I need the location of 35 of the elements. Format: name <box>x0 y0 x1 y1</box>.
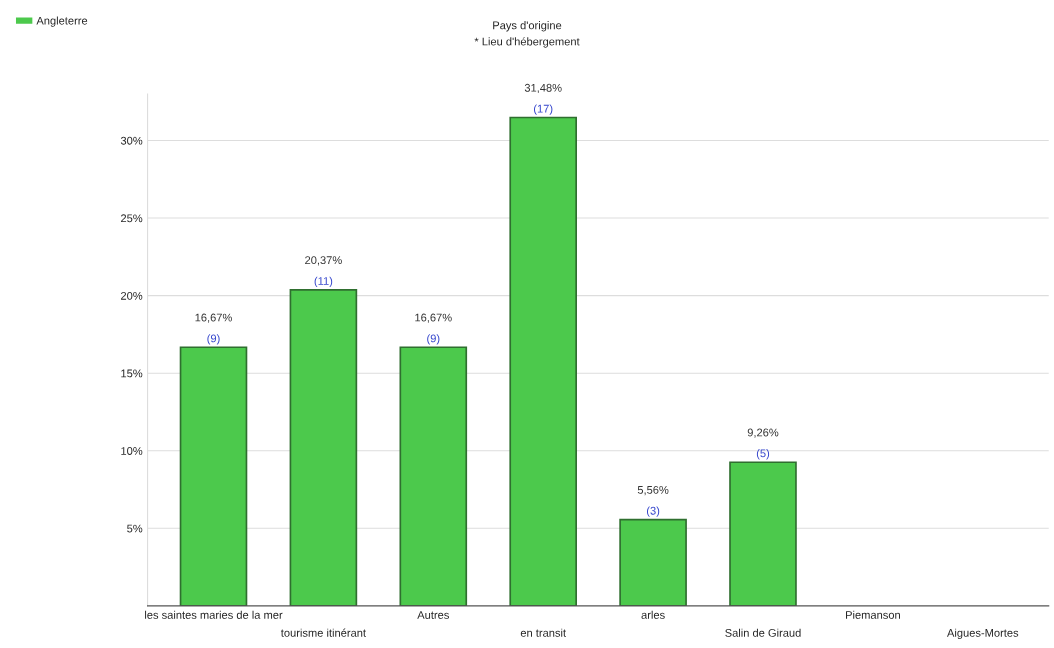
x-tick-label: en transit <box>520 628 566 637</box>
bar <box>619 518 687 606</box>
data-label: 16,67% <box>415 313 452 323</box>
annotation: (17) <box>534 104 553 115</box>
chart-subtitle: * Lieu d'hébergement <box>474 37 580 48</box>
x-tick-label: tourisme itinérant <box>280 628 366 637</box>
x-tick-label: les saintes maries de la mer <box>145 610 283 619</box>
y-tick-label: 5% <box>127 524 143 533</box>
annotation: (11) <box>314 276 333 288</box>
x-tick-label: Autres <box>417 611 449 619</box>
y-tick-label: 20% <box>121 291 143 300</box>
x-tick-label: Salin de Giraud <box>725 628 801 637</box>
x-tick-label: Aigues-Mortes <box>947 628 1019 640</box>
data-label: 20,37% <box>305 256 342 266</box>
y-tick-label: 25% <box>121 214 143 223</box>
data-label: 5,56% <box>637 485 669 496</box>
x-tick-label: Piemanson <box>846 610 900 619</box>
annotation: (9) <box>207 334 220 345</box>
chart-title: Pays d'origine <box>493 21 562 32</box>
legend-label: Angleterre <box>36 16 88 27</box>
data-label: 9,26% <box>747 428 779 438</box>
bar <box>509 116 578 606</box>
annotation: (5) <box>756 449 770 460</box>
annotation: (3) <box>646 506 660 517</box>
x-tick-label: arles <box>641 610 665 619</box>
data-label: 31,48% <box>524 83 562 94</box>
bar <box>729 461 797 606</box>
y-tick-label: 30% <box>120 136 143 145</box>
bar <box>399 346 468 606</box>
y-tick-label: 15% <box>121 369 143 378</box>
bar <box>179 346 248 606</box>
bar <box>289 289 358 606</box>
data-label: 16,67% <box>195 313 232 323</box>
annotation: (9) <box>427 334 440 345</box>
y-tick-label: 10% <box>121 447 143 455</box>
